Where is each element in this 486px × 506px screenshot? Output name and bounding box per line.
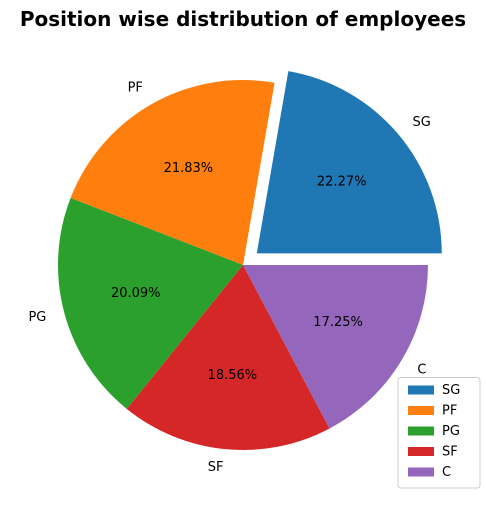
legend-swatch-pf	[408, 406, 434, 415]
legend-label-sf: SF	[442, 445, 458, 460]
category-label-pf: PF	[128, 80, 143, 95]
pct-label-pg: 20.09%	[111, 286, 161, 301]
legend: SG PF PG SF C	[397, 377, 481, 489]
category-labels: SG PF PG SF C	[28, 80, 430, 475]
legend-swatch-sf	[408, 447, 434, 456]
pct-label-sf: 18.56%	[208, 368, 258, 383]
pie-slices	[57, 71, 442, 450]
legend-swatch-c	[408, 467, 434, 477]
pct-label-c: 17.25%	[313, 315, 363, 330]
pct-label-pf: 21.83%	[164, 161, 214, 176]
legend-box	[397, 377, 481, 489]
slice-sf	[126, 265, 330, 450]
legend-swatch-pg	[408, 426, 434, 436]
legend-swatch-sg	[408, 385, 434, 395]
legend-label-pf: PF	[442, 404, 457, 419]
slice-c	[243, 265, 428, 429]
chart-title: Position wise distribution of employees	[20, 7, 466, 31]
category-label-c: C	[417, 362, 426, 377]
percentage-labels: 22.27% 21.83% 20.09% 18.56% 17.25%	[111, 161, 367, 383]
slice-pg	[57, 197, 243, 409]
category-label-pg: PG	[28, 310, 46, 325]
legend-label-c: C	[442, 465, 451, 480]
legend-label-sg: SG	[442, 383, 460, 398]
slice-sg	[256, 71, 442, 254]
category-label-sf: SF	[208, 460, 224, 475]
pct-label-sg: 22.27%	[317, 174, 367, 189]
legend-label-pg: PG	[442, 424, 460, 439]
category-label-sg: SG	[412, 115, 430, 130]
slice-pf	[70, 80, 275, 265]
